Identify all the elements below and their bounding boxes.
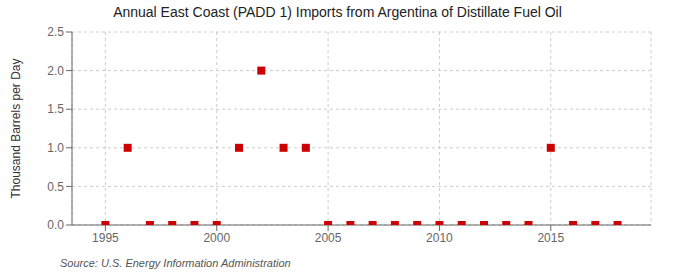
- svg-text:Thousand Barrels per Day: Thousand Barrels per Day: [9, 58, 23, 198]
- svg-text:2005: 2005: [315, 231, 342, 245]
- svg-text:2.0: 2.0: [47, 64, 64, 78]
- svg-text:2000: 2000: [203, 231, 230, 245]
- svg-text:1.5: 1.5: [47, 102, 64, 116]
- svg-text:1995: 1995: [92, 231, 119, 245]
- html-text:Source: U.S. Energy Informatio: Source: U.S. Energy Information Administ…: [60, 257, 291, 269]
- svg-text:2010: 2010: [426, 231, 453, 245]
- svg-text:0.0: 0.0: [47, 218, 64, 232]
- svg-text:1.0: 1.0: [47, 141, 64, 155]
- html-text:Annual East Coast (PADD 1) Imp: Annual East Coast (PADD 1) Imports from …: [113, 4, 562, 20]
- svg-text:2015: 2015: [537, 231, 564, 245]
- svg-text:0.5: 0.5: [47, 180, 64, 194]
- svg-text:2.5: 2.5: [47, 25, 64, 39]
